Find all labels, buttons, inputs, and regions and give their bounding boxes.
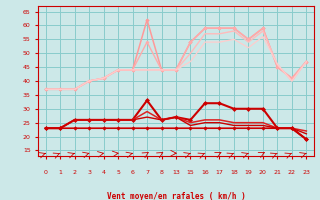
X-axis label: Vent moyen/en rafales ( km/h ): Vent moyen/en rafales ( km/h )	[107, 192, 245, 200]
